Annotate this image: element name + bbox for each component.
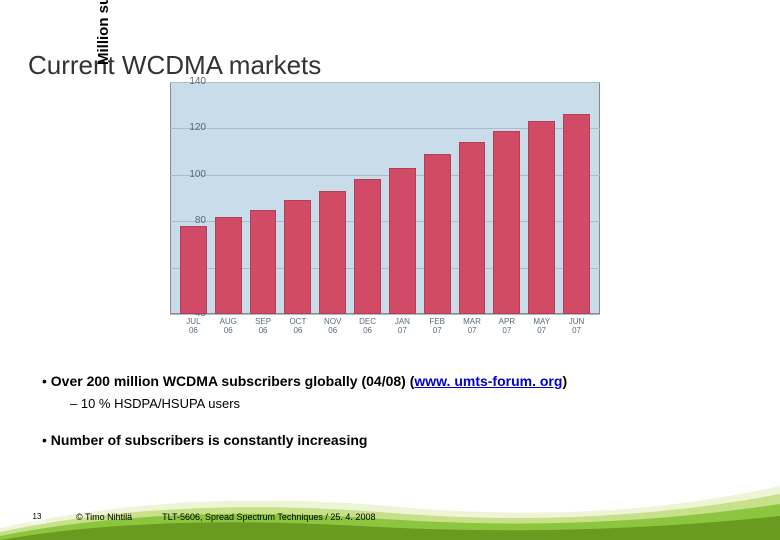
- xtick-label: MAR07: [459, 318, 486, 336]
- xtick-label: OCT06: [284, 318, 311, 336]
- xtick-label: MAY07: [528, 318, 555, 336]
- chart: 406080100120140 JUL06AUG06SEP06OCT06NOV0…: [132, 82, 602, 337]
- page-number: 13: [28, 510, 46, 524]
- bullet-1-sub: 10 % HSDPA/HSUPA users: [70, 394, 567, 415]
- footer-course: TLT-5606, Spread Spectrum Techniques / 2…: [162, 512, 375, 522]
- bar: [215, 217, 242, 314]
- xtick-label: SEP06: [250, 318, 277, 336]
- umts-forum-link[interactable]: www. umts-forum. org: [414, 373, 562, 389]
- bar: [493, 131, 520, 314]
- footer: 13 © Timo Nihtilä TLT-5606, Spread Spect…: [0, 484, 780, 540]
- xtick-label: DEC06: [354, 318, 381, 336]
- bar: [354, 179, 381, 314]
- bar: [250, 210, 277, 314]
- footer-author: © Timo Nihtilä: [76, 512, 132, 522]
- bar: [284, 200, 311, 314]
- bar: [563, 114, 590, 314]
- bullet-2: Number of subscribers is constantly incr…: [42, 429, 567, 451]
- xtick-label: JUL06: [180, 318, 207, 336]
- xtick-label: APR07: [493, 318, 520, 336]
- bullet-1: Over 200 million WCDMA subscribers globa…: [42, 370, 567, 392]
- xtick-label: JUN07: [563, 318, 590, 336]
- bar: [528, 121, 555, 314]
- bullet-1-post: ): [562, 373, 567, 389]
- xtick-label: AUG06: [215, 318, 242, 336]
- y-axis-label: Million subscribers: [95, 0, 112, 65]
- bar: [459, 142, 486, 314]
- bar: [389, 168, 416, 314]
- x-axis-labels: JUL06 AUG06 SEP06 OCT06 NOV06 DEC06 JAN07 FEB07…: [170, 318, 600, 336]
- bar: [319, 191, 346, 314]
- bar: [424, 154, 451, 314]
- bar-series: [170, 82, 600, 314]
- xtick-label: JAN07: [389, 318, 416, 336]
- xtick-label: NOV06: [319, 318, 346, 336]
- bar: [180, 226, 207, 314]
- bullet-1-text: Over 200 million WCDMA subscribers globa…: [51, 373, 415, 389]
- gridline: [170, 314, 600, 315]
- xtick-label: FEB07: [424, 318, 451, 336]
- bullet-list: Over 200 million WCDMA subscribers globa…: [28, 370, 567, 452]
- slide-title: Current WCDMA markets: [28, 50, 321, 81]
